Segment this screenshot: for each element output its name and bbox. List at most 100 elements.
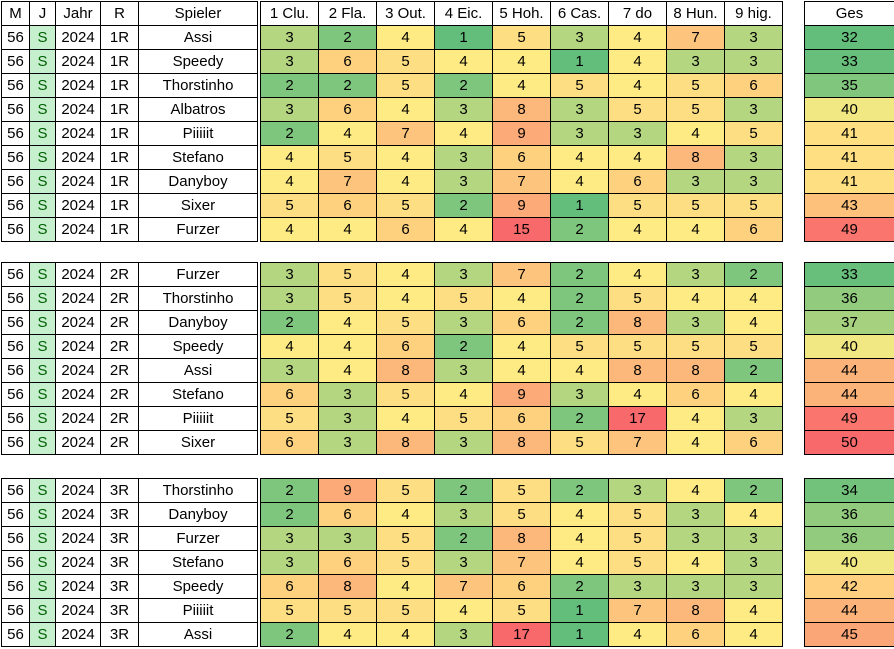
cell-year[interactable]: 2024: [55, 478, 101, 503]
cell-total[interactable]: 34: [804, 478, 894, 503]
cell-player[interactable]: Sixer: [138, 430, 258, 455]
cell-score-hole-9[interactable]: 4: [724, 502, 783, 527]
cell-player[interactable]: Piiiiit: [138, 598, 258, 623]
cell-player[interactable]: Furzer: [138, 262, 258, 287]
cell-score-hole-4[interactable]: 2: [434, 478, 493, 503]
col-header-player[interactable]: Spieler: [138, 1, 258, 26]
cell-series[interactable]: S: [29, 502, 56, 527]
cell-score-hole-6[interactable]: 2: [550, 262, 609, 287]
cell-year[interactable]: 2024: [55, 25, 101, 50]
cell-score-hole-4[interactable]: 2: [434, 334, 493, 359]
cell-series[interactable]: S: [29, 193, 56, 218]
cell-score-hole-4[interactable]: 2: [434, 73, 493, 98]
cell-series[interactable]: S: [29, 478, 56, 503]
cell-score-hole-2[interactable]: 6: [318, 49, 377, 74]
cell-month[interactable]: 56: [1, 145, 30, 170]
cell-score-hole-1[interactable]: 4: [260, 334, 319, 359]
cell-score-hole-5[interactable]: 6: [492, 145, 551, 170]
cell-score-hole-4[interactable]: 5: [434, 286, 493, 311]
cell-score-hole-4[interactable]: 2: [434, 193, 493, 218]
cell-year[interactable]: 2024: [55, 262, 101, 287]
cell-year[interactable]: 2024: [55, 598, 101, 623]
cell-year[interactable]: 2024: [55, 406, 101, 431]
cell-score-hole-4[interactable]: 3: [434, 97, 493, 122]
cell-score-hole-1[interactable]: 3: [260, 358, 319, 383]
cell-total[interactable]: 41: [804, 169, 894, 194]
cell-round[interactable]: 3R: [100, 550, 139, 575]
cell-score-hole-1[interactable]: 5: [260, 598, 319, 623]
cell-round[interactable]: 1R: [100, 169, 139, 194]
cell-score-hole-2[interactable]: 4: [318, 334, 377, 359]
cell-round[interactable]: 2R: [100, 310, 139, 335]
cell-score-hole-5[interactable]: 5: [492, 25, 551, 50]
col-header-hole-8[interactable]: 8 Hun.: [666, 1, 725, 26]
cell-score-hole-5[interactable]: 6: [492, 574, 551, 599]
col-header-hole-4[interactable]: 4 Eic.: [434, 1, 493, 26]
cell-score-hole-2[interactable]: 6: [318, 193, 377, 218]
cell-score-hole-6[interactable]: 5: [550, 73, 609, 98]
cell-month[interactable]: 56: [1, 358, 30, 383]
cell-round[interactable]: 3R: [100, 622, 139, 647]
cell-score-hole-2[interactable]: 5: [318, 598, 377, 623]
cell-score-hole-3[interactable]: 5: [376, 49, 435, 74]
cell-score-hole-8[interactable]: 4: [666, 286, 725, 311]
cell-score-hole-5[interactable]: 4: [492, 358, 551, 383]
cell-month[interactable]: 56: [1, 193, 30, 218]
cell-series[interactable]: S: [29, 310, 56, 335]
cell-score-hole-2[interactable]: 4: [318, 358, 377, 383]
cell-total[interactable]: 49: [804, 406, 894, 431]
cell-player[interactable]: Danyboy: [138, 502, 258, 527]
cell-round[interactable]: 1R: [100, 145, 139, 170]
cell-score-hole-4[interactable]: 3: [434, 502, 493, 527]
cell-player[interactable]: Danyboy: [138, 169, 258, 194]
cell-score-hole-9[interactable]: 3: [724, 97, 783, 122]
cell-month[interactable]: 56: [1, 598, 30, 623]
cell-score-hole-1[interactable]: 5: [260, 406, 319, 431]
cell-score-hole-3[interactable]: 4: [376, 406, 435, 431]
cell-score-hole-5[interactable]: 7: [492, 169, 551, 194]
cell-score-hole-2[interactable]: 3: [318, 382, 377, 407]
cell-score-hole-2[interactable]: 4: [318, 310, 377, 335]
cell-score-hole-3[interactable]: 6: [376, 334, 435, 359]
cell-score-hole-1[interactable]: 3: [260, 25, 319, 50]
cell-score-hole-5[interactable]: 6: [492, 310, 551, 335]
cell-score-hole-3[interactable]: 4: [376, 502, 435, 527]
cell-score-hole-2[interactable]: 3: [318, 406, 377, 431]
cell-total[interactable]: 40: [804, 97, 894, 122]
cell-score-hole-3[interactable]: 4: [376, 97, 435, 122]
cell-score-hole-8[interactable]: 6: [666, 622, 725, 647]
cell-year[interactable]: 2024: [55, 286, 101, 311]
cell-series[interactable]: S: [29, 73, 56, 98]
cell-score-hole-8[interactable]: 6: [666, 382, 725, 407]
cell-player[interactable]: Thorstinho: [138, 286, 258, 311]
cell-month[interactable]: 56: [1, 217, 30, 242]
cell-score-hole-6[interactable]: 4: [550, 169, 609, 194]
cell-score-hole-3[interactable]: 5: [376, 526, 435, 551]
cell-score-hole-4[interactable]: 3: [434, 358, 493, 383]
cell-score-hole-7[interactable]: 5: [608, 334, 667, 359]
cell-year[interactable]: 2024: [55, 358, 101, 383]
cell-score-hole-9[interactable]: 3: [724, 526, 783, 551]
cell-series[interactable]: S: [29, 382, 56, 407]
cell-score-hole-5[interactable]: 4: [492, 286, 551, 311]
col-header-series[interactable]: J: [29, 1, 56, 26]
cell-score-hole-8[interactable]: 4: [666, 430, 725, 455]
cell-series[interactable]: S: [29, 49, 56, 74]
cell-score-hole-2[interactable]: 5: [318, 286, 377, 311]
cell-score-hole-4[interactable]: 3: [434, 169, 493, 194]
cell-month[interactable]: 56: [1, 310, 30, 335]
col-header-month[interactable]: M: [1, 1, 30, 26]
cell-total[interactable]: 40: [804, 550, 894, 575]
cell-player[interactable]: Stefano: [138, 382, 258, 407]
cell-total[interactable]: 49: [804, 217, 894, 242]
cell-total[interactable]: 37: [804, 310, 894, 335]
col-header-hole-6[interactable]: 6 Cas.: [550, 1, 609, 26]
cell-month[interactable]: 56: [1, 73, 30, 98]
cell-round[interactable]: 3R: [100, 502, 139, 527]
cell-score-hole-6[interactable]: 4: [550, 526, 609, 551]
cell-score-hole-8[interactable]: 5: [666, 73, 725, 98]
cell-round[interactable]: 2R: [100, 430, 139, 455]
cell-score-hole-4[interactable]: 4: [434, 598, 493, 623]
cell-score-hole-2[interactable]: 2: [318, 73, 377, 98]
cell-player[interactable]: Speedy: [138, 574, 258, 599]
